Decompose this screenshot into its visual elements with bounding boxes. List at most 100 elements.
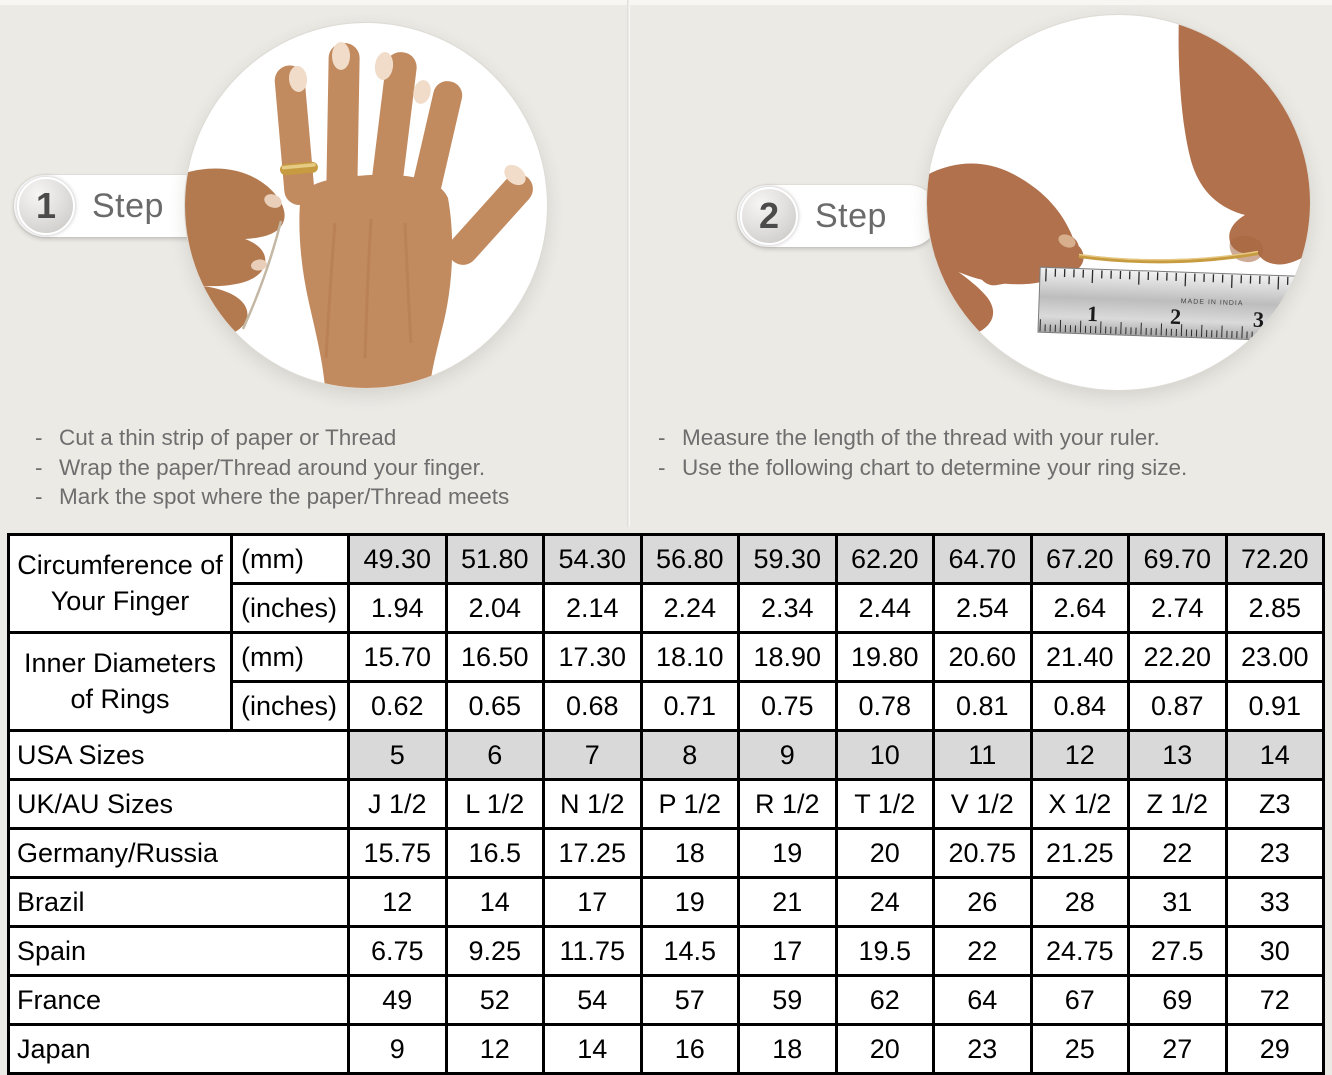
top-edge-highlight [0,0,1332,5]
table-row: USA Sizes 5 6 7 8 9 10 11 12 13 14 [7,729,1325,781]
size-value-cell: 6.75 [347,925,448,977]
size-value-cell: 72.20 [1224,533,1325,585]
size-value-cell: 22 [1127,827,1228,879]
size-value-cell: 19 [737,827,838,879]
size-value-cell: 59 [737,974,838,1026]
row-label: Japan [7,1023,350,1075]
step-1-label: Step [92,186,164,225]
size-value-cell: 0.65 [444,680,545,732]
size-value-cell: 12 [444,1023,545,1075]
size-value-cell: 17 [737,925,838,977]
size-value-cell: X 1/2 [1029,778,1130,830]
unit-label: (mm) [230,631,350,683]
size-value-cell: 0.71 [639,680,740,732]
table-row: Inner Diameters of Rings (mm) 15.70 16.50 17… [7,631,1325,732]
step-1-photo [185,23,547,388]
row-label: UK/AU Sizes [7,778,350,830]
instruction-item: - Cut a thin strip of paper or Thread [35,423,509,453]
size-value-cell: 9 [737,729,838,781]
size-value-cell: 31 [1127,876,1228,928]
bullet-dash: - [658,454,666,480]
size-value-cell: J 1/2 [347,778,448,830]
instruction-item: - Use the following chart to determine yo… [658,453,1187,483]
size-value-cell: 11.75 [542,925,643,977]
size-value-cell: R 1/2 [737,778,838,830]
table-row: (inches) 0.62 0.65 0.68 0.71 0.75 0.78 0.81 0.84… [9,680,1325,732]
size-value-cell: 62 [834,974,935,1026]
size-value-cell: 1.94 [347,582,448,634]
table-row: France 49 52 54 57 59 62 64 67 69 72 [7,974,1325,1026]
size-value-cell: 52 [444,974,545,1026]
svg-text:3: 3 [1253,307,1265,332]
size-value-cell: 16.5 [444,827,545,879]
size-value-cell: L 1/2 [444,778,545,830]
size-value-cell: 28 [1029,876,1130,928]
size-value-cell: 2.44 [834,582,935,634]
size-value-cell: 27 [1127,1023,1228,1075]
instruction-item: - Measure the length of the thread with y… [658,423,1187,453]
table-row: Spain 6.75 9.25 11.75 14.5 17 19.5 22 24.75 27.5 3… [7,925,1325,977]
instruction-text: Cut a thin strip of paper or Thread [59,425,397,450]
size-value-cell: 25 [1029,1023,1130,1075]
size-value-cell: 21 [737,876,838,928]
unit-label: (inches) [230,582,350,634]
size-value-cell: 14 [542,1023,643,1075]
step-2-label: Step [815,196,887,235]
size-value-cell: Z3 [1224,778,1325,830]
step-1-number: 1 [35,185,57,226]
size-value-cell: 19.80 [834,631,935,683]
step-2-number-circle: 2 [740,187,798,245]
size-value-cell: 23 [1224,827,1325,879]
size-value-cell: 0.78 [834,680,935,732]
size-value-cell: 72 [1224,974,1325,1026]
size-value-cell: 64 [932,974,1033,1026]
size-value-cell: 22.20 [1127,631,1228,683]
bullet-dash: - [35,425,43,450]
hand-shading [324,218,413,359]
size-value-cell: 23 [932,1023,1033,1075]
size-value-cell: 8 [639,729,740,781]
table-row: Germany/Russia 15.75 16.5 17.25 18 19 20 20.75 2… [7,827,1325,879]
size-value-cell: 62.20 [834,533,935,585]
size-value-cell: 30 [1224,925,1325,977]
step-2-photo: 1 2 3 MADE IN INDIA [927,15,1310,390]
size-value-cell: 16.50 [444,631,545,683]
step-2-badge: 2 Step [737,185,939,247]
size-value-cell: 24 [834,876,935,928]
size-value-cell: 2.14 [542,582,643,634]
size-value-cell: 18.10 [639,631,740,683]
ruler-top-ticks [1045,268,1308,290]
size-value-cell: 0.75 [737,680,838,732]
size-value-cell: 2.64 [1029,582,1130,634]
size-value-cell: 22 [932,925,1033,977]
row-group-label: Inner Diameters of Rings [7,631,233,732]
size-value-cell: 14 [1224,729,1325,781]
size-value-cell: 15.70 [347,631,448,683]
size-value-cell: 56.80 [639,533,740,585]
size-value-cell: 0.81 [932,680,1033,732]
size-value-cell: 0.62 [347,680,448,732]
size-value-cell: P 1/2 [639,778,740,830]
row-label: USA Sizes [7,729,350,781]
size-value-cell: 51.80 [444,533,545,585]
row-group-label: Circumference of Your Finger [7,533,233,634]
instruction-item: - Mark the spot where the paper/Thread me… [35,482,509,512]
size-value-cell: N 1/2 [542,778,643,830]
size-value-cell: 24.75 [1029,925,1130,977]
size-value-cell: 13 [1127,729,1228,781]
size-value-cell: 33 [1224,876,1325,928]
size-value-cell: 2.34 [737,582,838,634]
size-value-cell: 10 [834,729,935,781]
size-value-cell: V 1/2 [932,778,1033,830]
size-value-cell: 21.40 [1029,631,1130,683]
size-value-cell: 18.90 [737,631,838,683]
step-1-number-circle: 1 [17,177,75,235]
step-2-number: 2 [758,195,780,236]
size-value-cell: 2.54 [932,582,1033,634]
size-value-cell: 69.70 [1127,533,1228,585]
size-value-cell: 59.30 [737,533,838,585]
size-value-cell: 54 [542,974,643,1026]
bullet-dash: - [658,425,666,450]
instruction-text: Mark the spot where the paper/Thread mee… [59,484,510,509]
size-value-cell: 67 [1029,974,1130,1026]
